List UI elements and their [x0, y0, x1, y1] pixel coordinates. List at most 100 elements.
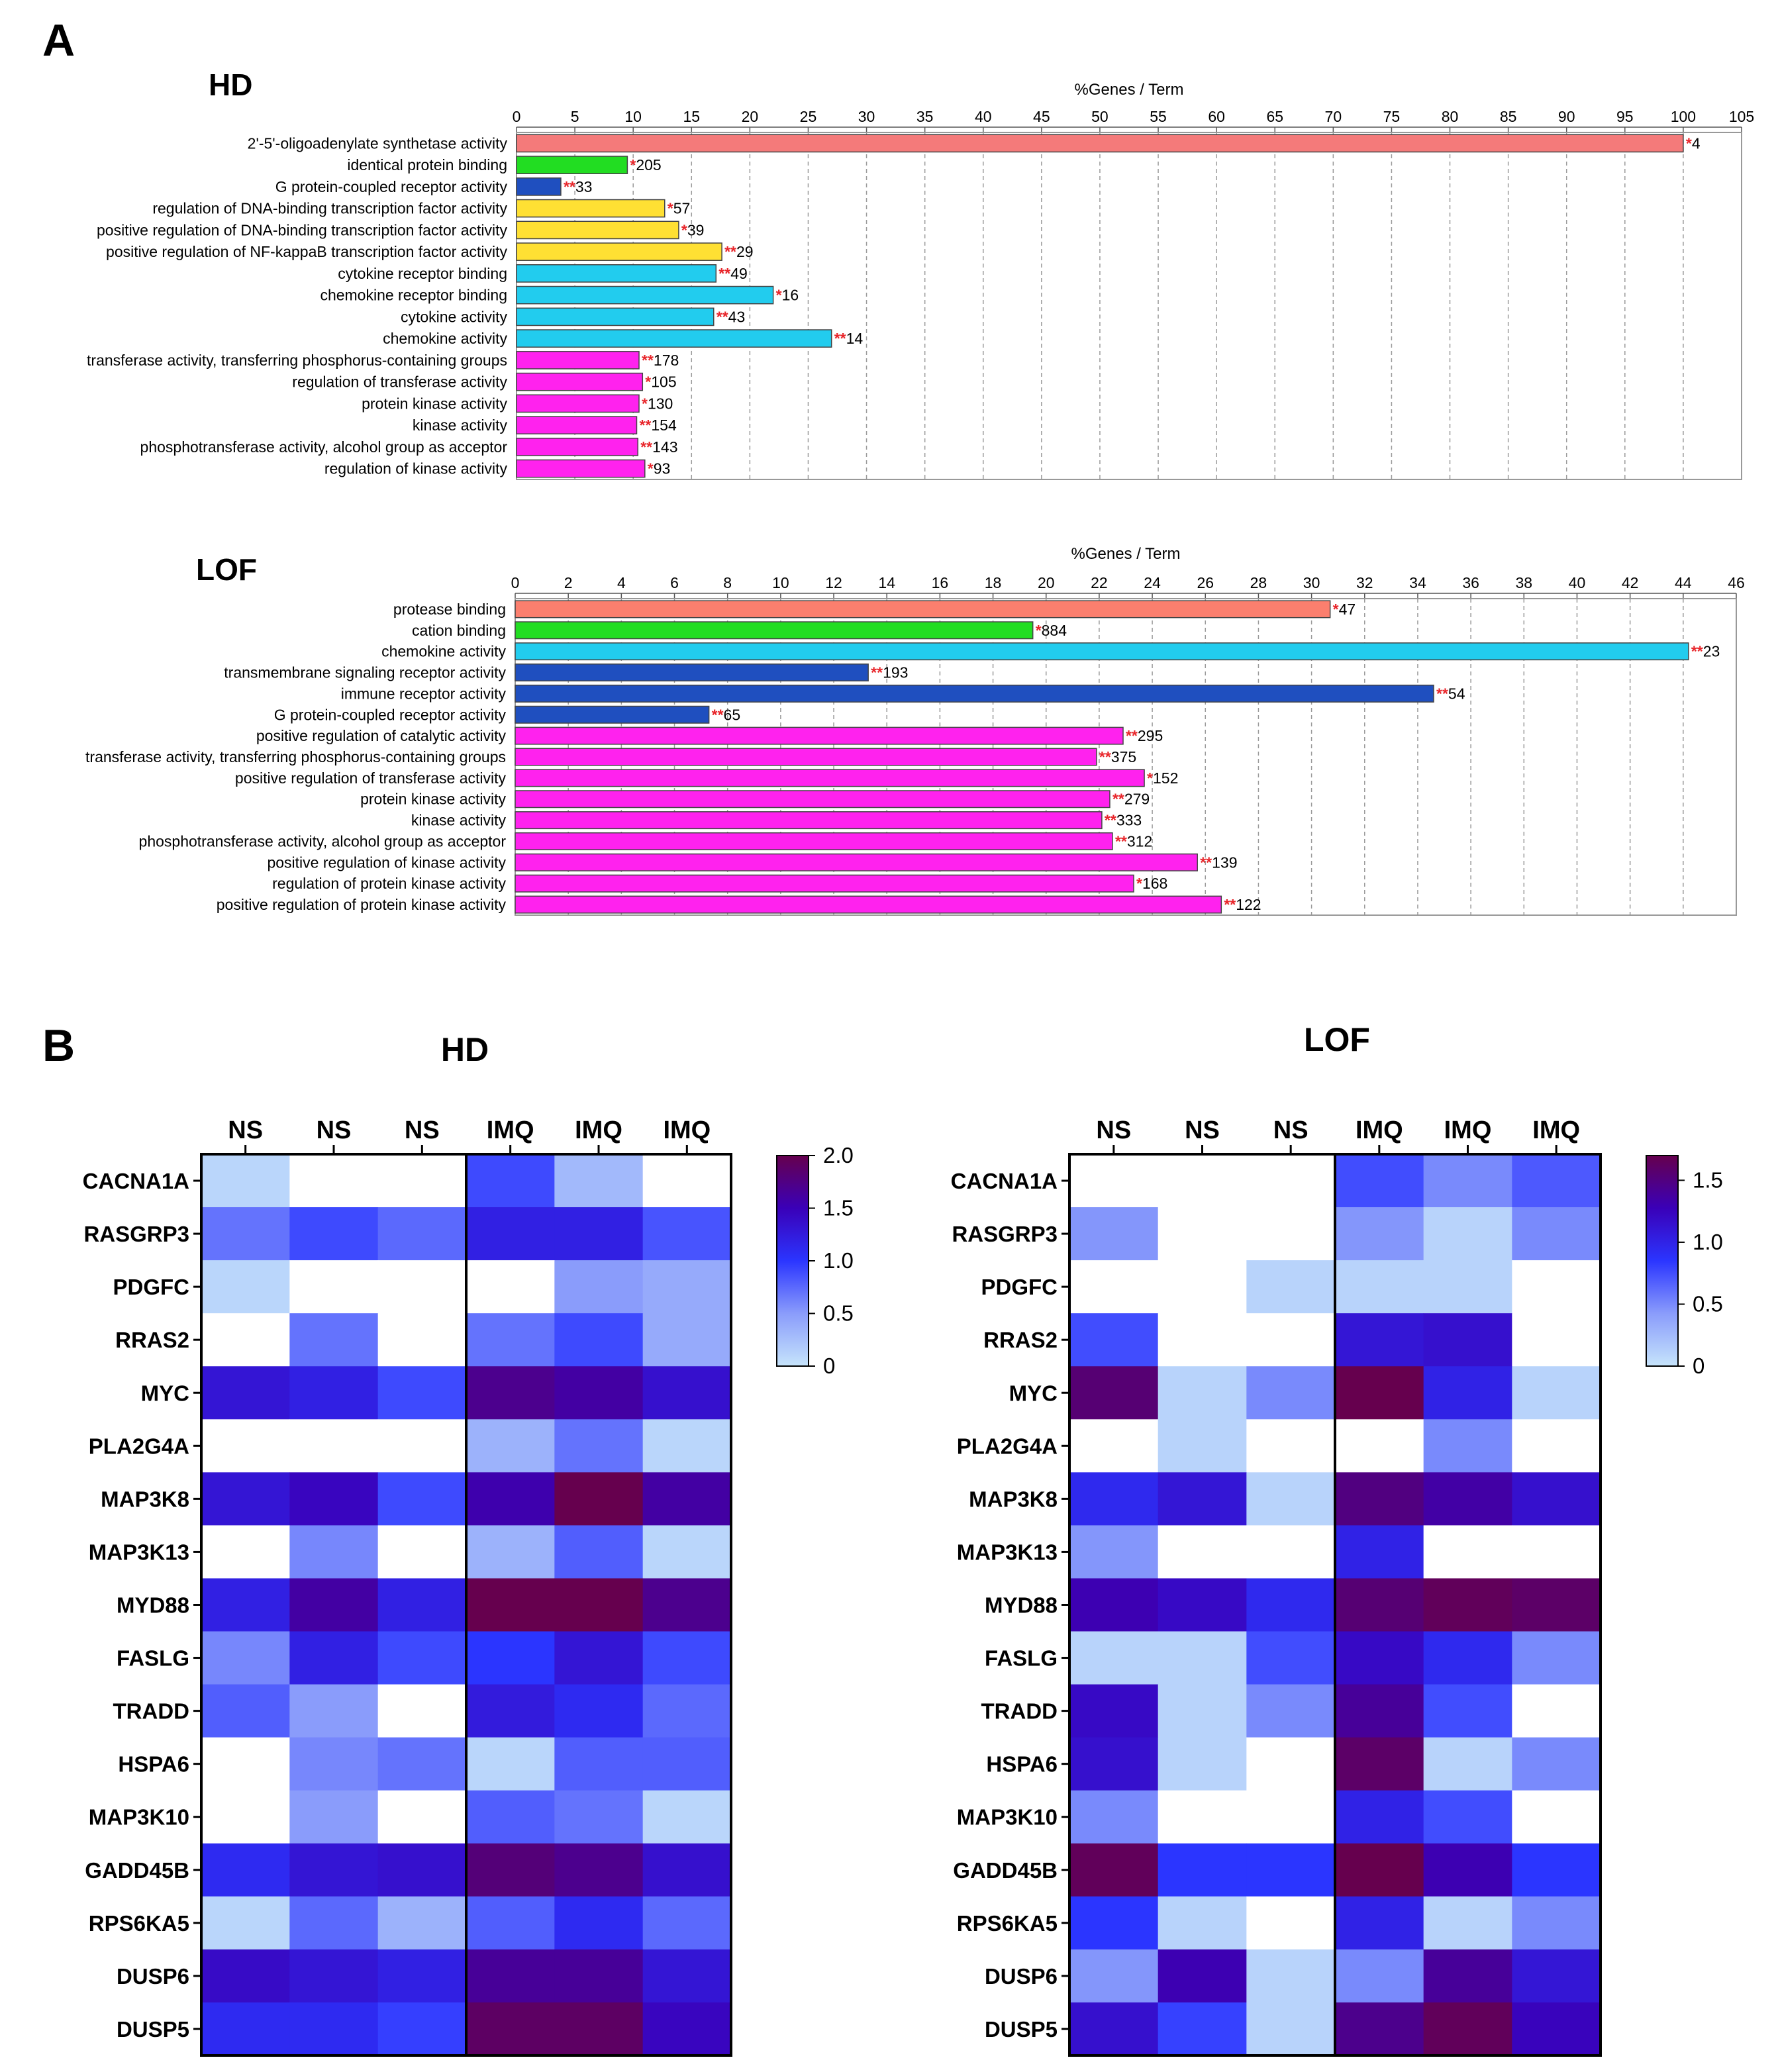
heatmap-title: LOF: [1304, 1021, 1370, 1058]
x-tick-label: 14: [878, 574, 895, 591]
heatmap-cell: [642, 1472, 732, 1526]
heatmap-cell: [1335, 1525, 1424, 1579]
heatmap-cell: [466, 2002, 555, 2056]
bar-annotation: **65: [712, 706, 741, 723]
category-label: transmembrane signaling receptor activit…: [224, 664, 506, 681]
heatmap-cell: [1335, 1737, 1424, 1791]
x-tick-label: 100: [1671, 108, 1696, 125]
heatmap-title: HD: [441, 1031, 489, 1068]
heatmap-cell: [1335, 1949, 1424, 2003]
bar: [515, 726, 1124, 745]
bar: [516, 394, 640, 413]
heatmap-cell: [1246, 1684, 1336, 1738]
row-label: CACNA1A: [83, 1169, 189, 1193]
x-tick-label: 45: [1033, 108, 1050, 125]
bar: [515, 811, 1103, 830]
heatmap-cell: [201, 1419, 290, 1473]
category-label: cytokine receptor binding: [338, 265, 507, 282]
heatmap-cell: [1423, 1896, 1512, 1950]
heatmap-cell: [289, 1419, 379, 1473]
category-label: kinase activity: [411, 812, 507, 829]
heatmap-cell: [554, 1525, 644, 1579]
bar-annotation: *47: [1333, 601, 1356, 618]
heatmap-cell: [377, 1260, 467, 1314]
heatmap-cell: [377, 1419, 467, 1473]
column-label: NS: [1185, 1116, 1220, 1144]
gene-count: 154: [651, 417, 677, 434]
row-label: DUSP5: [117, 2017, 189, 2042]
heatmap-cell: [1335, 1684, 1424, 1738]
heatmap-cell: [1335, 1154, 1424, 1208]
heatmap-cell: [289, 1366, 379, 1420]
category-label: chemokine activity: [381, 643, 506, 660]
heatmap-cell: [1335, 1419, 1424, 1473]
category-label: protease binding: [393, 601, 506, 618]
colorbar-tick-label: 1.5: [823, 1196, 854, 1220]
bar: [515, 664, 869, 682]
bar: [515, 600, 1331, 618]
heatmap-cell: [642, 1578, 732, 1632]
heatmap-cell: [642, 1260, 732, 1314]
category-label: transferase activity, transferring phosp…: [85, 748, 506, 765]
significance-marker: *: [1686, 134, 1692, 152]
plot-frame: [516, 132, 1742, 480]
bar: [515, 790, 1111, 809]
colorbar: [776, 1155, 809, 1367]
heatmap-cell: [377, 1207, 467, 1261]
heatmap-cell: [1423, 1578, 1512, 1632]
significance-marker: *: [1147, 769, 1153, 787]
bar: [515, 853, 1198, 871]
row-label: DUSP6: [985, 1964, 1058, 1989]
x-tick-label: 22: [1091, 574, 1108, 591]
heatmap-cell: [554, 1207, 644, 1261]
significance-marker: *: [645, 373, 651, 391]
heatmap-cell: [1246, 1313, 1336, 1367]
column-label: IMQ: [1356, 1116, 1403, 1144]
significance-marker: **: [871, 664, 883, 681]
bar-annotation: **178: [642, 352, 679, 369]
heatmap-cell: [1423, 1737, 1512, 1791]
heatmap-cell: [1246, 1896, 1336, 1950]
bar: [515, 832, 1113, 850]
category-label: regulation of protein kinase activity: [272, 875, 506, 892]
row-label: MAP3K8: [969, 1487, 1058, 1511]
heatmap-cell: [1158, 1684, 1247, 1738]
gene-count: 47: [1339, 601, 1356, 618]
bar-annotation: **312: [1115, 832, 1152, 850]
x-tick-label: 30: [858, 108, 875, 125]
bar: [515, 684, 1434, 703]
heatmap-cell: [289, 1737, 379, 1791]
gene-count: 49: [730, 265, 748, 282]
row-label: DUSP6: [117, 1964, 189, 1989]
heatmap-cell: [1246, 1207, 1336, 1261]
x-tick-label: 35: [916, 108, 934, 125]
gene-count: 139: [1212, 854, 1237, 871]
bar-annotation: **122: [1224, 896, 1261, 913]
heatmap-cell: [642, 1790, 732, 1844]
heatmap-cell: [1069, 1154, 1159, 1208]
heatmap-cell: [1158, 1843, 1247, 1897]
category-label: positive regulation of NF-kappaB transcr…: [106, 243, 507, 260]
heatmap-cell: [289, 1684, 379, 1738]
significance-marker: **: [724, 243, 736, 260]
heatmap-lof: LOF NS NS NS IMQ IMQ IMQ CACNA1A RASGRP3 PDGFC RRA…: [951, 1021, 1723, 2057]
gene-count: 29: [736, 243, 754, 260]
heatmap-cell: [1158, 1949, 1247, 2003]
panel-label-a: A: [42, 15, 75, 66]
category-label: regulation of transferase activity: [292, 373, 507, 391]
heatmap-cell: [1246, 1525, 1336, 1579]
row-label: TRADD: [981, 1699, 1058, 1724]
bar: [515, 769, 1145, 787]
heatmap-cell: [201, 1207, 290, 1261]
bar: [516, 199, 666, 218]
gene-count: 130: [648, 395, 673, 412]
heatmap-cell: [377, 1313, 467, 1367]
bar-annotation: *93: [648, 460, 671, 477]
row-label: MYD88: [117, 1593, 189, 1618]
heatmap-cell: [554, 1631, 644, 1685]
x-tick-label: 25: [800, 108, 817, 125]
heatmap-cell: [1512, 1790, 1601, 1844]
gene-count: 33: [575, 178, 593, 195]
x-tick-label: 90: [1558, 108, 1575, 125]
x-axis-label: %Genes / Term: [1075, 81, 1184, 99]
